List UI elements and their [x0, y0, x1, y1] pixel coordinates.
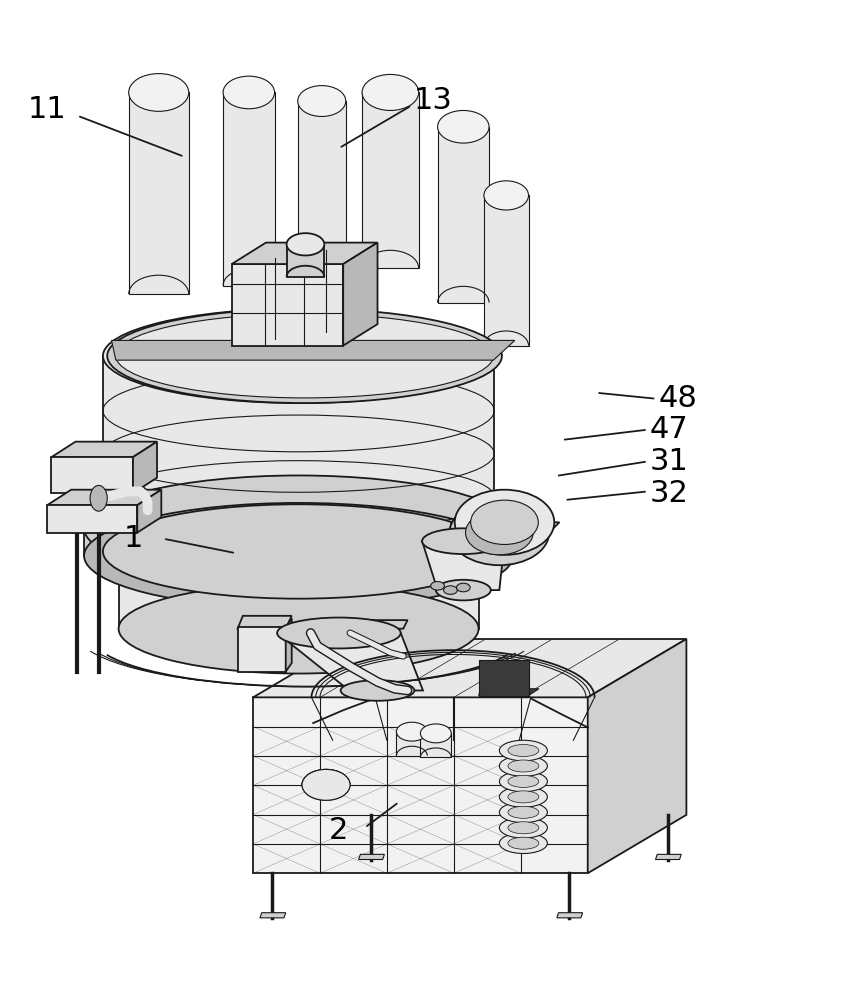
Polygon shape [137, 490, 161, 533]
Text: 47: 47 [650, 415, 689, 444]
Ellipse shape [302, 769, 350, 800]
Polygon shape [47, 490, 161, 505]
Polygon shape [450, 522, 559, 533]
Ellipse shape [471, 500, 538, 544]
Ellipse shape [422, 528, 505, 554]
Ellipse shape [298, 86, 346, 116]
Polygon shape [84, 528, 513, 556]
Text: 32: 32 [650, 479, 689, 508]
Polygon shape [422, 541, 505, 590]
Polygon shape [133, 442, 157, 493]
Polygon shape [298, 101, 346, 281]
Ellipse shape [508, 806, 539, 818]
Polygon shape [253, 639, 686, 697]
Text: 13: 13 [414, 86, 453, 115]
Polygon shape [343, 243, 378, 346]
Ellipse shape [466, 510, 533, 555]
Polygon shape [232, 243, 378, 264]
Polygon shape [232, 264, 343, 346]
Ellipse shape [116, 314, 493, 398]
Polygon shape [103, 356, 494, 551]
Text: 48: 48 [658, 384, 698, 413]
Polygon shape [112, 340, 515, 360]
Ellipse shape [396, 722, 427, 741]
Polygon shape [260, 913, 286, 918]
Polygon shape [287, 244, 324, 277]
Polygon shape [51, 457, 133, 493]
Polygon shape [286, 618, 292, 672]
Ellipse shape [508, 775, 539, 787]
Ellipse shape [118, 584, 479, 674]
Ellipse shape [223, 76, 275, 109]
Ellipse shape [129, 74, 189, 111]
Ellipse shape [436, 580, 491, 600]
Polygon shape [238, 616, 292, 629]
Polygon shape [656, 854, 681, 860]
Ellipse shape [499, 740, 547, 761]
Polygon shape [420, 733, 451, 757]
Ellipse shape [302, 769, 350, 800]
Polygon shape [438, 127, 489, 303]
Polygon shape [484, 195, 529, 346]
Ellipse shape [103, 504, 494, 599]
Ellipse shape [107, 309, 502, 403]
Ellipse shape [455, 490, 554, 555]
Ellipse shape [456, 583, 470, 592]
Polygon shape [479, 660, 529, 696]
Polygon shape [223, 92, 275, 286]
Ellipse shape [277, 618, 401, 648]
Ellipse shape [499, 802, 547, 823]
Polygon shape [396, 732, 427, 756]
Polygon shape [253, 697, 588, 873]
Polygon shape [51, 442, 157, 457]
Ellipse shape [508, 791, 539, 803]
Ellipse shape [287, 233, 324, 255]
Ellipse shape [499, 756, 547, 776]
Ellipse shape [84, 503, 513, 609]
Polygon shape [47, 505, 137, 533]
Polygon shape [366, 620, 408, 629]
Ellipse shape [508, 822, 539, 834]
Ellipse shape [499, 771, 547, 792]
Text: 1: 1 [124, 524, 142, 553]
Polygon shape [359, 854, 384, 860]
Ellipse shape [499, 787, 547, 807]
Ellipse shape [438, 110, 489, 143]
Ellipse shape [90, 485, 107, 511]
Text: 2: 2 [329, 816, 348, 845]
Ellipse shape [508, 837, 539, 849]
Ellipse shape [84, 475, 513, 581]
Polygon shape [362, 92, 419, 268]
Ellipse shape [499, 817, 547, 838]
Ellipse shape [431, 582, 444, 590]
Polygon shape [557, 913, 583, 918]
Ellipse shape [450, 500, 549, 565]
Ellipse shape [341, 680, 414, 701]
Polygon shape [277, 633, 423, 690]
Polygon shape [479, 689, 539, 696]
Polygon shape [238, 627, 286, 672]
Polygon shape [588, 639, 686, 873]
Ellipse shape [103, 309, 494, 403]
Ellipse shape [508, 760, 539, 772]
Polygon shape [129, 92, 189, 294]
Polygon shape [118, 556, 479, 629]
Ellipse shape [499, 833, 547, 853]
Ellipse shape [484, 181, 529, 210]
Text: 31: 31 [650, 447, 689, 476]
Text: 11: 11 [27, 95, 67, 124]
Ellipse shape [508, 745, 539, 757]
Ellipse shape [362, 74, 419, 110]
Ellipse shape [420, 724, 451, 743]
Ellipse shape [444, 586, 457, 594]
